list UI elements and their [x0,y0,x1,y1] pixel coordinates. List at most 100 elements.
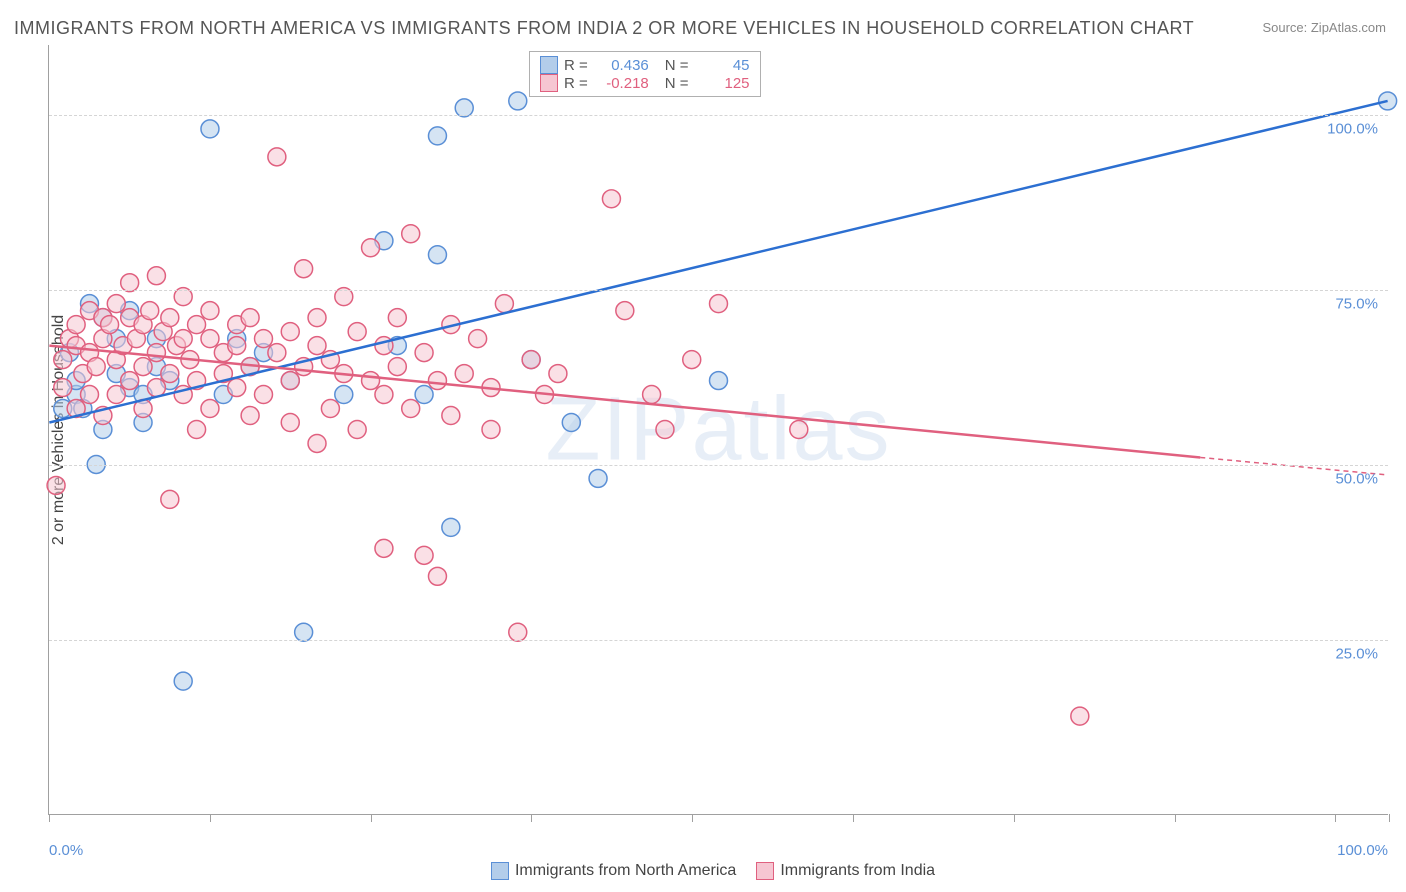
legend-swatch [540,74,558,92]
data-point [147,379,165,397]
data-point [67,316,85,334]
data-point [228,337,246,355]
y-tick-label: 50.0% [1335,471,1378,488]
data-point [308,337,326,355]
data-point [402,225,420,243]
data-point [522,351,540,369]
source-attribution: Source: ZipAtlas.com [1262,20,1386,35]
stats-legend-row: R = -0.218 N = 125 [540,74,750,92]
gridline-h [49,290,1388,291]
data-point [201,330,219,348]
stat-n-value: 125 [695,75,750,92]
data-point [141,302,159,320]
data-point [201,302,219,320]
data-point [415,386,433,404]
data-point [147,344,165,362]
legend-swatch [756,862,774,880]
data-point [348,421,366,439]
legend-label: Immigrants from North America [515,862,736,879]
y-tick-label: 25.0% [1335,646,1378,663]
data-point [268,344,286,362]
bottom-legend: Immigrants from North America Immigrants … [0,862,1406,880]
data-point [134,358,152,376]
data-point [268,148,286,166]
scatter-svg [49,45,1388,814]
x-tick [853,814,854,822]
data-point [87,358,105,376]
data-point [54,351,72,369]
data-point [375,386,393,404]
data-point [147,267,165,285]
y-tick-label: 75.0% [1335,296,1378,313]
data-point [188,316,206,334]
stats-legend: R = 0.436 N = 45 R = -0.218 N = 125 [529,51,761,97]
stat-n-label: N = [665,57,689,74]
x-tick [1175,814,1176,822]
data-point [549,365,567,383]
data-point [428,246,446,264]
data-point [362,372,380,390]
gridline-h [49,640,1388,641]
data-point [1071,707,1089,725]
data-point [656,421,674,439]
data-point [308,434,326,452]
data-point [509,92,527,110]
data-point [161,309,179,327]
plot-area: 2 or more Vehicles in Household ZIPatlas… [48,45,1388,815]
chart-container: IMMIGRANTS FROM NORTH AMERICA VS IMMIGRA… [0,0,1406,892]
legend-swatch [540,56,558,74]
data-point [683,351,701,369]
data-point [562,414,580,432]
x-tick [692,814,693,822]
source-link[interactable]: ZipAtlas.com [1311,20,1386,35]
data-point [295,623,313,641]
data-point [643,386,661,404]
data-point [188,421,206,439]
x-tick [49,814,50,822]
data-point [174,330,192,348]
data-point [375,337,393,355]
data-point [228,379,246,397]
data-point [509,623,527,641]
chart-title: IMMIGRANTS FROM NORTH AMERICA VS IMMIGRA… [14,18,1194,39]
x-tick [531,814,532,822]
stat-n-label: N = [665,75,689,92]
source-prefix: Source: [1262,20,1310,35]
x-tick-label: 0.0% [49,842,83,859]
legend-label: Immigrants from India [780,862,935,879]
data-point [201,120,219,138]
data-point [710,372,728,390]
data-point [101,316,119,334]
data-point [362,239,380,257]
stat-r-label: R = [564,57,588,74]
data-point [107,386,125,404]
data-point [589,469,607,487]
data-point [174,672,192,690]
stat-r-value: 0.436 [594,57,649,74]
x-tick [210,814,211,822]
data-point [495,295,513,313]
data-point [415,546,433,564]
stat-r-label: R = [564,75,588,92]
data-point [161,365,179,383]
x-tick-label: 100.0% [1337,842,1388,859]
gridline-h [49,115,1388,116]
data-point [388,358,406,376]
data-point [281,414,299,432]
data-point [241,407,259,425]
data-point [415,344,433,362]
data-point [107,295,125,313]
data-point [255,330,273,348]
x-tick [1014,814,1015,822]
data-point [335,386,353,404]
data-point [321,400,339,418]
stat-n-value: 45 [695,57,750,74]
data-point [602,190,620,208]
data-point [47,476,65,494]
data-point [616,302,634,320]
x-tick [1335,814,1336,822]
data-point [255,386,273,404]
data-point [281,372,299,390]
data-point [201,400,219,418]
data-point [469,330,487,348]
